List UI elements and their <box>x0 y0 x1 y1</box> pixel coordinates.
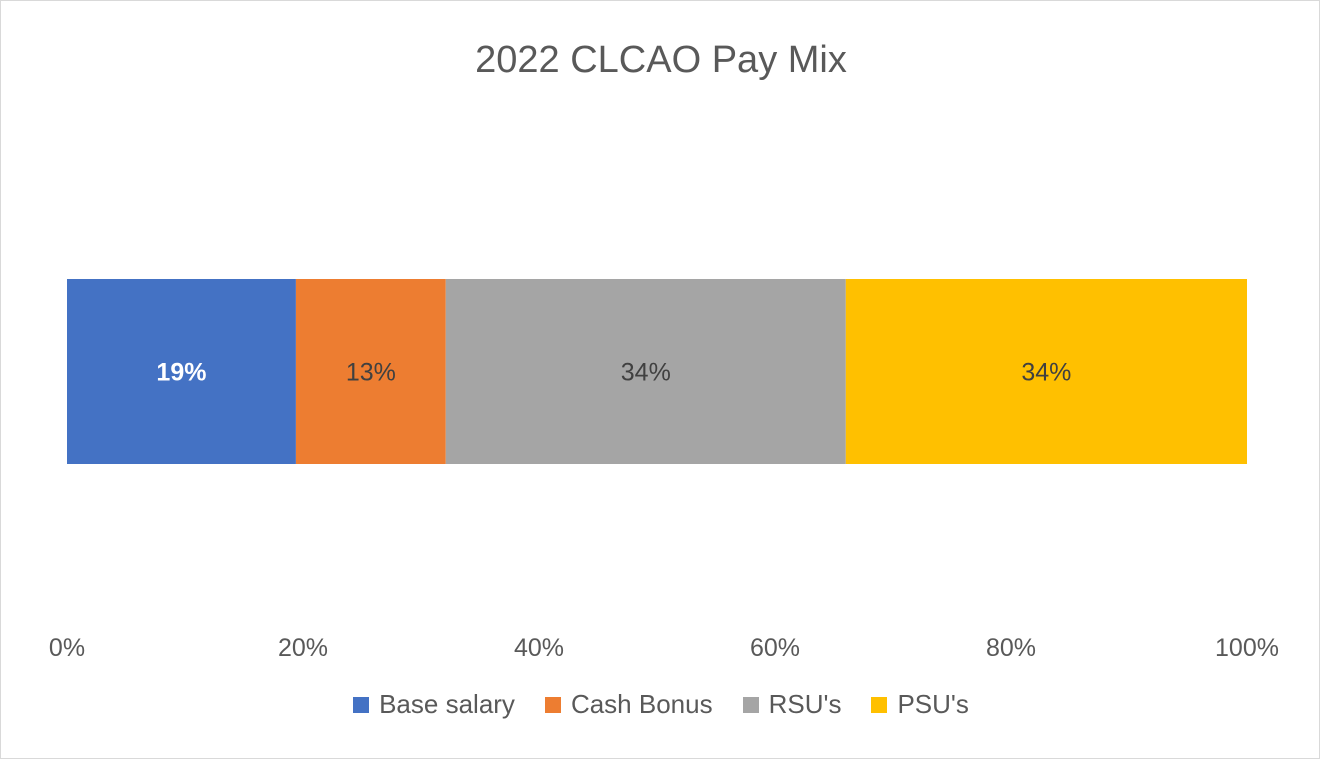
bar-segment-2 <box>445 279 846 464</box>
legend-label-3: PSU's <box>897 689 969 719</box>
legend-label-2: RSU's <box>768 689 842 719</box>
bar-segment-3 <box>845 279 1247 464</box>
legend-item-2: RSU's <box>742 689 842 720</box>
x-tick-label-2: 40% <box>514 634 564 662</box>
bar-segment-0 <box>67 279 296 464</box>
legend-swatch-0 <box>353 696 370 713</box>
bar-segment-1 <box>295 279 446 464</box>
data-label-3: 34% <box>1021 359 1071 387</box>
data-label-0: 19% <box>156 359 206 387</box>
x-tick-label-5: 100% <box>1215 634 1279 662</box>
legend-swatch-1 <box>544 696 561 713</box>
data-label-1: 13% <box>346 359 396 387</box>
chart-legend: Base salary Cash Bonus RSU's PSU's <box>1 689 1320 720</box>
chart-title: 2022 CLCAO Pay Mix <box>475 39 847 81</box>
legend-swatch-2 <box>742 696 759 713</box>
legend-swatch-3 <box>871 696 888 713</box>
x-tick-label-1: 20% <box>278 634 328 662</box>
x-tick-label-4: 80% <box>986 634 1036 662</box>
legend-item-1: Cash Bonus <box>544 689 713 720</box>
legend-label-1: Cash Bonus <box>570 689 713 719</box>
data-label-2: 34% <box>621 359 671 387</box>
legend-label-0: Base salary <box>379 689 515 719</box>
x-tick-label-3: 60% <box>750 634 800 662</box>
x-tick-label-0: 0% <box>49 634 85 662</box>
legend-item-3: PSU's <box>871 689 969 720</box>
legend-item-0: Base salary <box>353 689 515 720</box>
